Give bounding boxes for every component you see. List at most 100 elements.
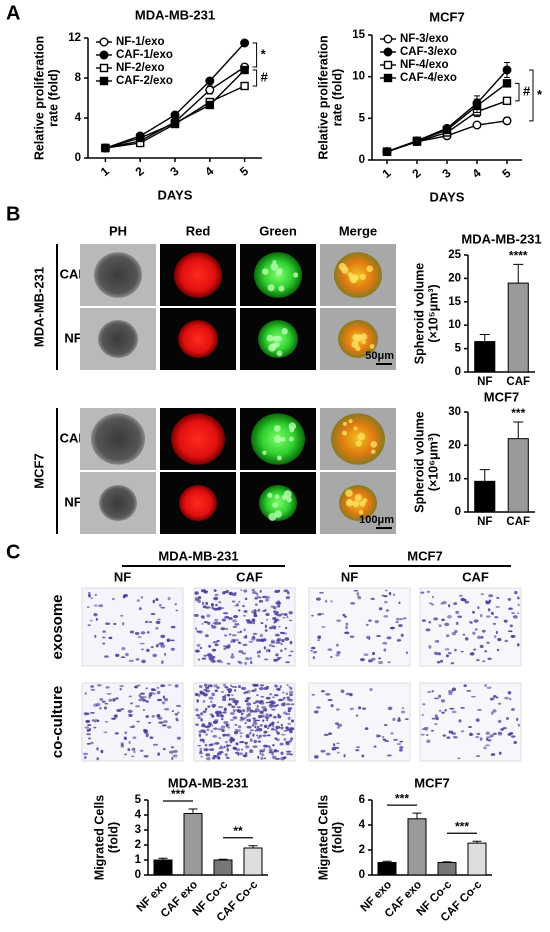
- cell: [510, 634, 516, 639]
- cell: [157, 752, 160, 754]
- cell: [174, 603, 177, 606]
- y-tick-label: 20: [448, 272, 461, 284]
- cell: [205, 753, 211, 757]
- cell: [214, 618, 219, 622]
- cell: [459, 594, 463, 597]
- cell: [225, 733, 230, 736]
- cell: [330, 600, 333, 603]
- cell: [199, 747, 203, 750]
- cell: [268, 714, 272, 717]
- fluorescent-spot: [358, 510, 364, 515]
- legend-marker: [383, 60, 393, 70]
- fluorescent-spot: [341, 430, 348, 436]
- cell: [160, 634, 166, 639]
- cell: [124, 737, 127, 740]
- cell: [210, 730, 213, 733]
- cell: [445, 654, 449, 658]
- cell: [335, 643, 339, 647]
- cell: [202, 693, 208, 697]
- cell: [202, 605, 207, 609]
- y-tick-label: 1: [135, 854, 142, 866]
- row-label: NF: [64, 330, 81, 345]
- legend-label: CAF-1/exo: [116, 49, 173, 61]
- cell: [163, 652, 167, 656]
- data-point: [170, 118, 180, 128]
- cell: [200, 712, 204, 716]
- cell: [222, 733, 227, 737]
- cell: [231, 638, 236, 642]
- cell: [220, 627, 226, 631]
- cell: [442, 734, 447, 737]
- cell: [383, 648, 386, 651]
- cell: [422, 703, 426, 706]
- cell: [201, 657, 207, 660]
- spheroid: [334, 252, 382, 298]
- cell: [157, 618, 161, 621]
- cell: [104, 655, 109, 658]
- cell: [398, 624, 403, 628]
- cell: [225, 724, 229, 728]
- cell: [260, 701, 265, 705]
- cell: [96, 719, 100, 723]
- cell: [211, 648, 217, 652]
- cell: [238, 609, 241, 612]
- cell: [167, 596, 171, 601]
- cell: [127, 709, 133, 714]
- fluorescent-spot: [278, 285, 285, 292]
- cell: [473, 619, 479, 623]
- cell: [275, 601, 281, 605]
- cell: [197, 658, 201, 661]
- group-header: MCF7: [407, 548, 442, 563]
- cell: [368, 637, 371, 640]
- significance-bracket: [515, 82, 520, 102]
- y-axis-title: Spheroid volume: [412, 411, 426, 512]
- cell: [160, 684, 166, 688]
- cell: [230, 655, 235, 659]
- cell: [218, 746, 224, 750]
- fluorescent-spot: [342, 421, 348, 426]
- cell: [240, 716, 243, 720]
- cell: [449, 707, 455, 710]
- cell: [119, 688, 122, 691]
- cell: [259, 710, 264, 714]
- cell: [221, 618, 227, 622]
- cell: [277, 604, 281, 608]
- cell: [203, 621, 209, 624]
- cell: [93, 703, 99, 707]
- cell: [480, 593, 485, 596]
- cell: [198, 751, 203, 755]
- cell: [236, 706, 242, 709]
- cell: [312, 656, 316, 660]
- cell: [102, 630, 106, 633]
- cell: [209, 743, 215, 746]
- cell: [390, 626, 394, 630]
- cell: [128, 695, 132, 698]
- cell: [428, 602, 433, 605]
- cell: [212, 735, 218, 738]
- cell: [492, 622, 497, 625]
- fluorescent-spot: [270, 262, 279, 271]
- cell: [426, 733, 429, 736]
- cell: [517, 603, 520, 607]
- cell: [228, 697, 231, 701]
- cell: [275, 654, 279, 657]
- cell: [386, 754, 392, 757]
- cell: [220, 661, 224, 664]
- cell: [256, 683, 259, 687]
- row-label: exosome: [49, 594, 66, 659]
- cell: [90, 741, 94, 745]
- cell: [285, 661, 290, 664]
- cell: [145, 733, 149, 738]
- cell: [90, 711, 95, 714]
- column-header: Red: [186, 223, 211, 238]
- cell: [362, 707, 367, 710]
- cell: [383, 595, 388, 598]
- cell: [271, 645, 276, 648]
- scale-bar-label: 100μm: [359, 514, 394, 526]
- cell: [284, 637, 290, 641]
- cell: [206, 606, 211, 609]
- cell: [370, 597, 375, 601]
- cell: [484, 684, 487, 688]
- cell: [274, 749, 280, 753]
- cell: [485, 600, 491, 605]
